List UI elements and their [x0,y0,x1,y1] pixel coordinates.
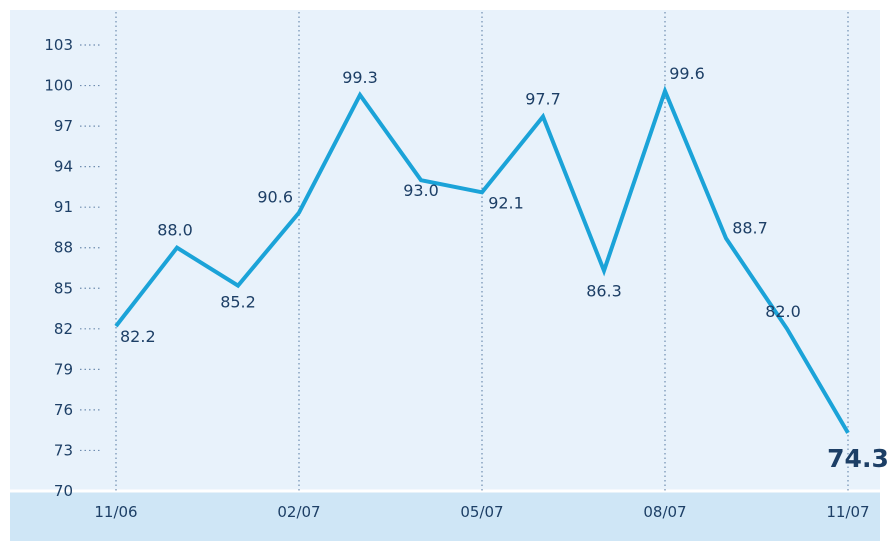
data-label: 93.0 [403,181,439,200]
data-label: 82.2 [120,327,156,346]
y-tick-label: 91 [54,198,73,216]
data-label: 88.0 [157,221,193,240]
data-label: 88.7 [732,218,768,237]
y-tick-label: 103 [44,36,73,54]
vertical-gridlines [115,12,849,491]
data-label: 86.3 [586,282,622,301]
y-tick-label: 97 [54,117,73,135]
x-tick-label: 08/07 [643,503,686,521]
x-axis-band [10,491,880,541]
y-axis-ticks: 70 73 76 79 82 85 88 91 94 97 100 103 [44,36,100,500]
data-label: 82.0 [765,302,801,321]
y-tick-label: 85 [54,279,73,297]
x-tick-label: 05/07 [460,503,503,521]
y-tick-label: 70 [54,482,73,500]
y-tick-label: 88 [54,239,73,257]
plot-background [10,10,880,491]
x-tick-label: 02/07 [277,503,320,521]
data-label: 92.1 [488,193,524,212]
y-tick-label: 82 [54,320,73,338]
y-tick-label: 76 [54,401,73,419]
y-tick-label: 79 [54,360,73,378]
x-axis-ticks: 11/06 02/07 05/07 08/07 11/07 [94,503,869,521]
series-line [114,85,850,434]
y-tick-label: 73 [54,441,73,459]
data-label: 85.2 [220,293,256,312]
y-tick-label: 94 [54,158,73,176]
x-tick-label: 11/07 [826,503,869,521]
y-tick-label: 100 [44,77,73,95]
data-label: 97.7 [525,90,561,109]
data-label: 99.6 [669,64,705,83]
data-label: 99.3 [342,68,378,87]
data-labels: 82.2 88.0 85.2 90.6 99.3 93.0 92.1 97.7 86.3 99.6… [120,64,889,473]
data-label: 90.6 [257,188,293,207]
x-tick-label: 11/06 [94,503,137,521]
data-label-latest: 74.3 [827,444,889,473]
